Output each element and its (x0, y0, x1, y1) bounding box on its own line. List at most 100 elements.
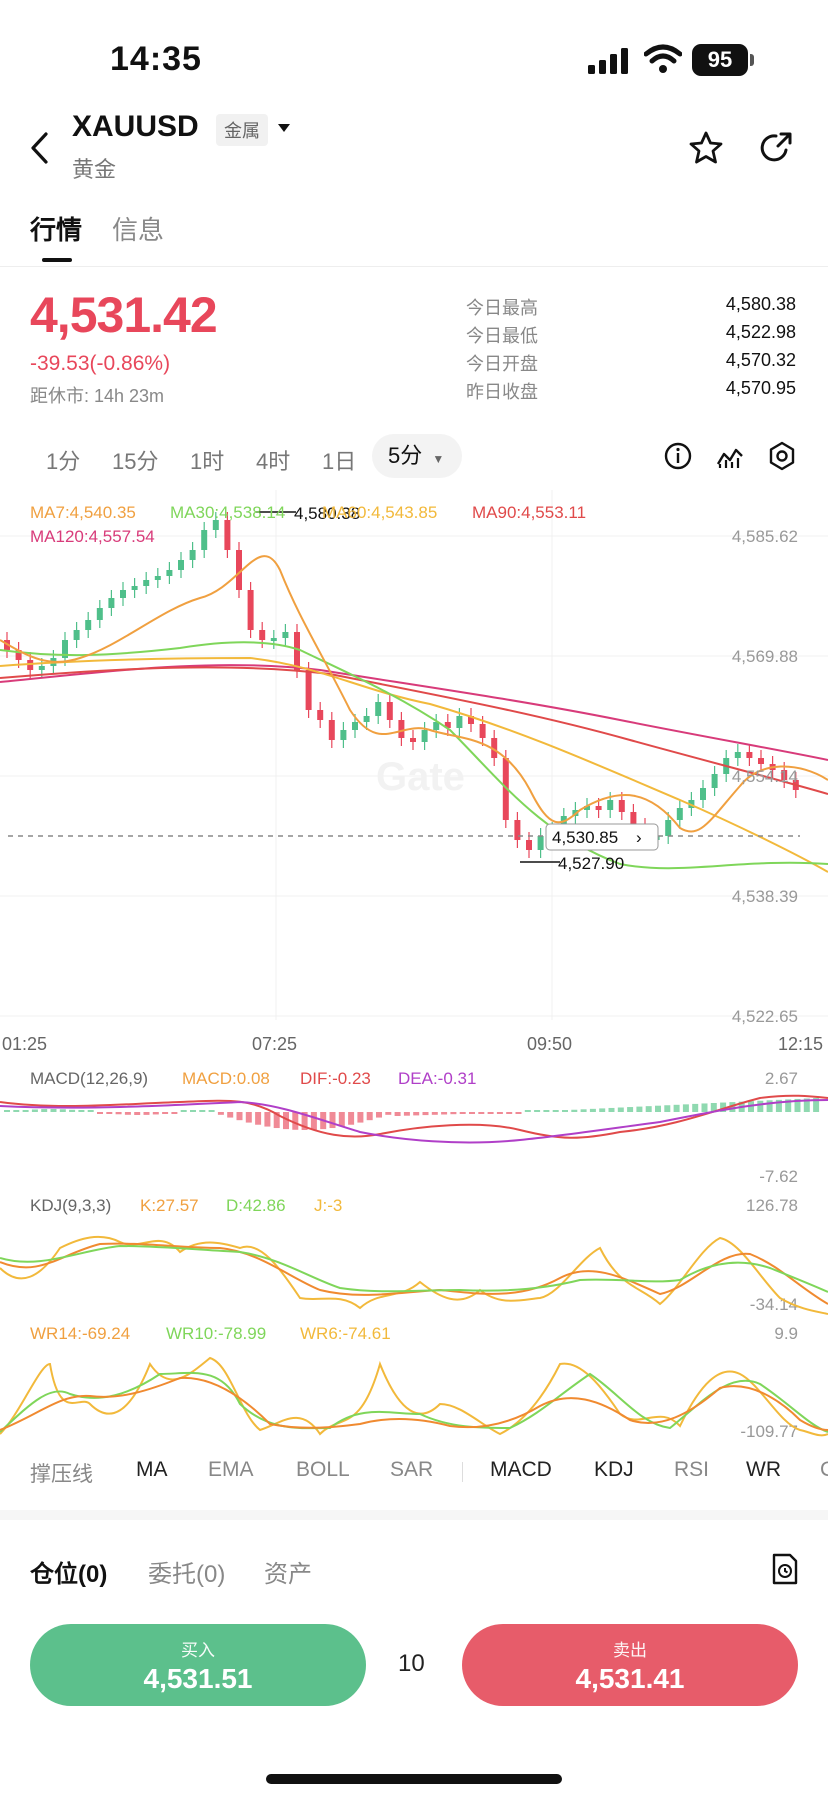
dea-value: DEA:-0.31 (398, 1069, 477, 1088)
macd-bar (273, 1112, 280, 1129)
stat-value-low: 4,522.98 (725, 322, 796, 342)
macd-bar (627, 1107, 634, 1112)
timeframe-1d[interactable]: 1日 (322, 449, 357, 474)
wr6-line (0, 1356, 828, 1437)
tab-info[interactable]: 信息 (112, 215, 165, 245)
time-axis-tick: 12:15 (778, 1034, 824, 1054)
trade-quantity[interactable]: 10 (398, 1650, 425, 1677)
macd-bar (599, 1108, 606, 1112)
macd-bar (310, 1112, 317, 1130)
macd-bar (227, 1112, 234, 1118)
candle-body (131, 586, 138, 590)
candle-body (491, 738, 498, 758)
candle-body (259, 630, 266, 640)
timeframe-15m[interactable]: 15分 (112, 449, 159, 474)
macd-bar (366, 1112, 373, 1121)
back-arrow-icon[interactable] (28, 130, 52, 166)
order-history-icon[interactable] (770, 1552, 800, 1586)
candle-body (317, 710, 324, 720)
settings-gear-icon[interactable] (766, 440, 798, 472)
macd-bar (710, 1103, 717, 1112)
buy-button[interactable]: 买入 4,531.51 (30, 1624, 366, 1706)
macd-bar (394, 1112, 401, 1116)
macd-bar (413, 1112, 420, 1116)
macd-bar (22, 1110, 29, 1112)
sell-button[interactable]: 卖出 4,531.41 (462, 1624, 798, 1706)
macd-chart (0, 1094, 828, 1144)
favorite-star-icon[interactable] (688, 130, 724, 166)
candle-body (62, 640, 68, 658)
macd-bar (562, 1110, 568, 1112)
indicator-settings-icon[interactable] (714, 440, 746, 472)
macd-bar (292, 1112, 299, 1130)
macd-bar (469, 1112, 475, 1114)
candlestick-chart[interactable]: Gate 4,580.38 4,527.90 4,530.85 › (0, 490, 828, 1060)
macd-bar (580, 1109, 587, 1112)
macd-histogram (4, 1098, 820, 1130)
macd-bar (478, 1112, 485, 1114)
indicator-tab-ema[interactable]: EMA (208, 1458, 254, 1481)
timeframe-4h[interactable]: 4时 (256, 449, 291, 474)
candle-body (734, 752, 741, 758)
time-axis-tick: 09:50 (527, 1034, 573, 1054)
indicator-tab-support-resistance[interactable]: 撑压线 (30, 1463, 93, 1486)
section-separator (0, 1510, 828, 1520)
macd-title: MACD(12,26,9) (30, 1069, 149, 1088)
macd-bar (199, 1110, 206, 1112)
macd-bar (348, 1112, 355, 1125)
macd-bar (69, 1109, 76, 1112)
macd-bar (403, 1112, 410, 1116)
timeframe-5m-selected[interactable]: 5分 ▼ (372, 434, 462, 478)
dropdown-caret-icon[interactable] (276, 120, 292, 136)
tab-orders[interactable]: 委托(0) (148, 1561, 226, 1588)
price-axis-tick: 4,538.39 (731, 887, 798, 906)
stat-value-prev-close: 4,570.95 (725, 378, 796, 398)
asset-name: 黄金 (72, 157, 117, 182)
high-price-label: 4,580.38 (294, 504, 360, 523)
candle-body (526, 840, 532, 850)
candle-body (73, 630, 80, 640)
kdj-chart (0, 1235, 828, 1315)
macd-bar (283, 1112, 289, 1130)
symbol-title[interactable]: XAUUSD (72, 110, 199, 143)
indicator-tab-rsi[interactable]: RSI (674, 1458, 710, 1481)
ma120-line (0, 664, 828, 761)
timeframe-1m[interactable]: 1分 (46, 449, 81, 474)
share-icon[interactable] (758, 130, 794, 166)
macd-bar (357, 1112, 364, 1123)
indicator-tab-sar[interactable]: SAR (390, 1458, 434, 1481)
candle-body (15, 650, 22, 660)
indicator-tab-ma[interactable]: MA (136, 1458, 168, 1481)
macd-bar (59, 1109, 66, 1112)
indicator-tab-boll[interactable]: BOLL (296, 1458, 350, 1481)
candle-body (584, 806, 590, 810)
candle-body (96, 608, 103, 620)
macd-bar (171, 1112, 178, 1114)
ma90-line (0, 666, 828, 795)
kdj-k-value: K:27.57 (140, 1196, 199, 1215)
indicator-tab-kdj[interactable]: KDJ (594, 1458, 634, 1481)
candle-body (38, 666, 45, 670)
indicator-tab-wr[interactable]: WR (746, 1458, 781, 1481)
candle-body (294, 632, 300, 670)
kdj-d-line (0, 1244, 828, 1293)
ma120-legend: MA120:4,557.54 (30, 527, 155, 546)
candle-body (282, 632, 289, 638)
macd-value: MACD:0.08 (182, 1069, 270, 1088)
tab-assets[interactable]: 资产 (264, 1561, 312, 1588)
macd-bar (664, 1105, 671, 1112)
current-price-label: 4,530.85 (552, 828, 618, 847)
cellular-signal-icon (588, 48, 628, 74)
tab-market[interactable]: 行情 (30, 215, 83, 245)
indicator-tab-macd[interactable]: MACD (490, 1458, 552, 1481)
info-icon[interactable] (662, 440, 694, 472)
timeframe-1h[interactable]: 1时 (190, 449, 225, 474)
current-price-tag[interactable] (545, 823, 659, 851)
candle-body (537, 836, 544, 850)
macd-bar (441, 1112, 448, 1115)
macd-bar (636, 1106, 643, 1112)
indicator-tab-more[interactable]: C (820, 1458, 828, 1481)
macd-bar (115, 1112, 122, 1115)
tab-positions[interactable]: 仓位(0) (30, 1561, 108, 1588)
candle-body (328, 720, 335, 740)
